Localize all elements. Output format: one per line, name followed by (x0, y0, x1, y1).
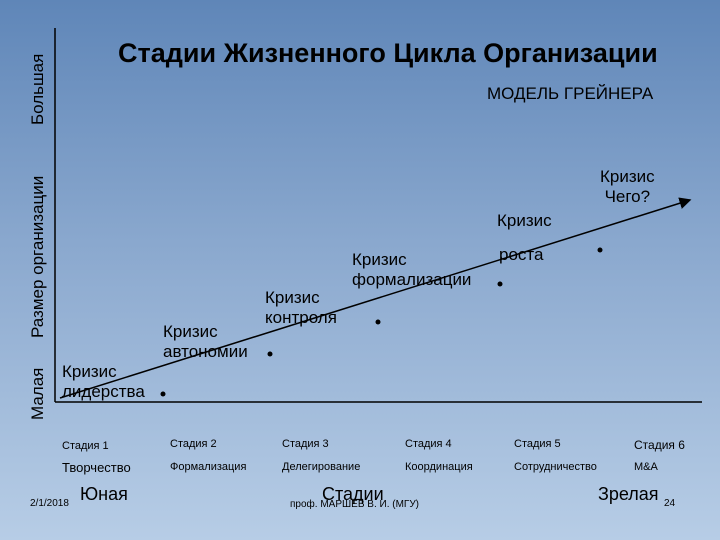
crisis-marker-1 (160, 391, 166, 397)
page-title: Стадии Жизненного Цикла Организации (118, 38, 658, 68)
y-axis-bottom-label: Малая (28, 367, 47, 420)
growth-line (59, 197, 692, 399)
stage-name-5: Сотрудничество (514, 461, 597, 473)
stage-name-4: Координация (405, 461, 473, 473)
stage-label-3: Стадия 3 (282, 438, 329, 450)
stage-label-4: Стадия 4 (405, 438, 452, 450)
crisis-label-5: Кризис роста (497, 211, 552, 264)
stage-name-6: M&A (634, 461, 658, 473)
crisis-marker-2 (267, 351, 273, 357)
x-axis-start-label: Юная (80, 484, 128, 504)
page-number: 24 (664, 498, 676, 509)
stage-label-5: Стадия 5 (514, 438, 561, 450)
stage-name-2: Формализация (170, 461, 247, 473)
stage-name-3: Делегирование (282, 461, 361, 473)
y-axis-label: Размер организации (28, 175, 47, 338)
crisis-label-4: Кризис формализации (352, 250, 472, 289)
stage-label-2: Стадия 2 (170, 438, 217, 450)
crisis-label-1: Кризис лидерства (62, 362, 145, 401)
crisis-label-3: Кризис контроля (265, 288, 337, 327)
crisis-label-6: Кризис Чего? (600, 167, 655, 206)
y-axis-top-label: Большая (28, 53, 47, 125)
x-axis-label: Стадии (322, 484, 384, 504)
crisis-label-2: Кризис автономии (163, 322, 248, 361)
footer-author: проф. МАРШЕВ В. И. (МГУ) (290, 499, 420, 510)
crisis-marker-4 (497, 281, 503, 287)
stage-name-1: Творчество (62, 460, 131, 475)
x-axis-end-label: Зрелая (598, 484, 659, 504)
crisis-marker-5 (597, 247, 603, 253)
page-subtitle: МОДЕЛЬ ГРЕЙНЕРА (487, 84, 654, 103)
stage-label-1: Стадия 1 (62, 440, 109, 452)
footer-date: 2/1/2018 (30, 498, 69, 509)
crisis-marker-3 (375, 319, 381, 325)
stage-label-6: Стадия 6 (634, 438, 685, 452)
